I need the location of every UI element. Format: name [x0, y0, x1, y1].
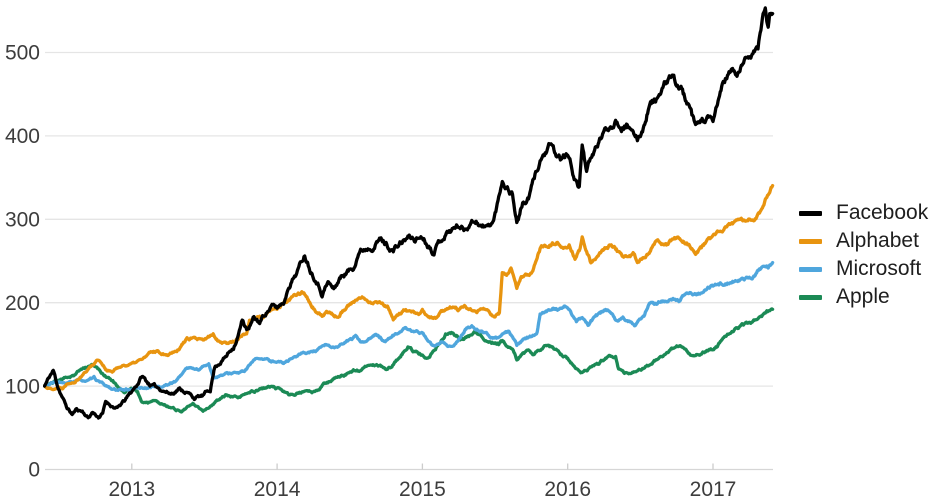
y-axis-label: 200 [5, 292, 40, 315]
legend-swatch-alphabet [799, 238, 822, 244]
y-axis-label: 500 [5, 42, 40, 65]
series-line-facebook [43, 6, 775, 420]
legend-item-facebook: Facebook [799, 201, 929, 224]
chart-legend: Facebook Alphabet Microsoft Apple [799, 201, 929, 308]
y-axis-label: 400 [5, 125, 40, 148]
y-axis-label: 0 [28, 459, 40, 482]
series-line-apple [43, 307, 775, 414]
series-line-microsoft [43, 260, 775, 393]
x-axis-label: 2017 [690, 478, 737, 501]
legend-label-alphabet: Alphabet [836, 229, 919, 252]
legend-label-apple: Apple [836, 285, 890, 308]
x-axis-label: 2016 [544, 478, 591, 501]
legend-item-apple: Apple [799, 285, 928, 308]
y-axis-label: 100 [5, 375, 40, 398]
legend-swatch-microsoft [799, 266, 822, 272]
x-axis-label: 2013 [108, 478, 155, 501]
legend-swatch-facebook [799, 210, 822, 216]
series-line-alphabet [43, 183, 775, 392]
legend-swatch-apple [799, 294, 822, 300]
legend-item-microsoft: Microsoft [799, 257, 928, 280]
x-axis-label: 2014 [254, 478, 301, 501]
legend-item-alphabet: Alphabet [799, 229, 928, 252]
legend-label-facebook: Facebook [836, 201, 929, 224]
x-axis-label: 2015 [399, 478, 446, 501]
legend-label-microsoft: Microsoft [836, 257, 922, 280]
y-axis-label: 300 [5, 209, 40, 232]
